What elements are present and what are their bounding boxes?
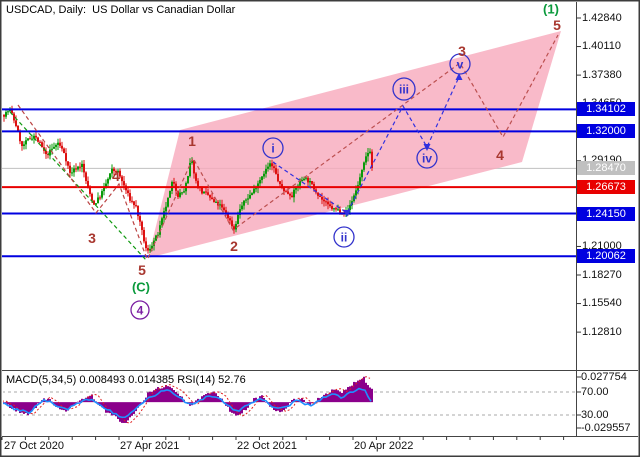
svg-text:v: v	[457, 57, 464, 71]
wave-label-4: 4	[496, 147, 504, 163]
svg-text:1: 1	[188, 133, 196, 149]
price-level-badge: 1.34102	[577, 102, 635, 117]
wave-label-1: (1)	[543, 2, 559, 17]
price-tick-label: 1.15540	[582, 297, 622, 310]
wave-trendlines	[9, 34, 559, 261]
price-level-badge: 1.24150	[577, 206, 635, 221]
wave-label-4: 4	[130, 300, 150, 320]
svg-text:iii: iii	[399, 82, 409, 96]
indicator-tick-label: 0.027754	[581, 370, 627, 383]
wave-label-2: 2	[230, 238, 238, 254]
wave-label-iii: iii	[392, 77, 416, 101]
svg-text:3: 3	[458, 43, 466, 59]
macd-rsi-pane	[3, 376, 575, 424]
svg-text:5: 5	[138, 262, 146, 278]
svg-text:ii: ii	[341, 230, 348, 244]
indicator-tick-label: 70.00	[581, 385, 609, 398]
svg-text:5: 5	[553, 17, 561, 33]
svg-text:4: 4	[112, 168, 120, 184]
pink-projection-channel	[148, 31, 561, 258]
wave-label-i: i	[262, 137, 284, 159]
support-resistance-lines	[2, 108, 576, 258]
price-level-badge: 1.32000	[577, 124, 635, 139]
svg-text:4: 4	[137, 303, 144, 317]
date-label: 22 Oct 2021	[237, 440, 297, 452]
wave-label-1: 1	[188, 133, 196, 149]
svg-text:i: i	[271, 141, 274, 155]
svg-text:4: 4	[496, 147, 504, 163]
pane-frames	[1, 2, 638, 440]
price-level-badge: 1.28470	[577, 161, 635, 176]
indicator-title: MACD(5,34,5) 0.008493 0.014385 RSI(14) 5…	[6, 374, 246, 386]
price-tick-label: 1.40110	[582, 40, 621, 53]
svg-text:(1): (1)	[543, 2, 559, 17]
chart-title: USDCAD, Daily: US Dollar vs Canadian Dol…	[6, 4, 236, 16]
price-tick-label: 1.12810	[582, 325, 622, 338]
svg-text:iv: iv	[422, 151, 432, 165]
wave-label-ii: ii	[333, 226, 355, 248]
svg-text:3: 3	[88, 230, 96, 246]
price-tick-label: 1.18270	[582, 268, 622, 281]
price-level-badge: 1.26673	[577, 180, 635, 195]
date-label: 27 Oct 2020	[4, 440, 64, 452]
indicator-tick-label: 30.00	[581, 408, 609, 421]
svg-text:2: 2	[230, 238, 238, 254]
wave-label-C: (C)	[132, 280, 150, 295]
wave-label-v: v	[449, 53, 471, 75]
indicator-tick-label: -0.029557	[581, 421, 631, 434]
price-tick-label: 1.37380	[582, 68, 622, 81]
price-tick-label: 1.21000	[582, 239, 622, 252]
wave-label-5: 5	[138, 262, 146, 278]
date-label: 20 Apr 2022	[354, 440, 414, 452]
wave-label-3: 3	[88, 230, 96, 246]
price-tick-label: 1.42840	[582, 11, 622, 24]
wave-label-4: 4	[112, 168, 120, 184]
wave-label-5: 5	[553, 17, 561, 33]
wave-label-iv: iv	[416, 147, 438, 169]
date-label: 27 Apr 2021	[120, 440, 180, 452]
price-level-badge: 1.20062	[577, 249, 635, 264]
wave-label-3: 3	[458, 43, 466, 59]
svg-text:(C): (C)	[132, 280, 150, 295]
